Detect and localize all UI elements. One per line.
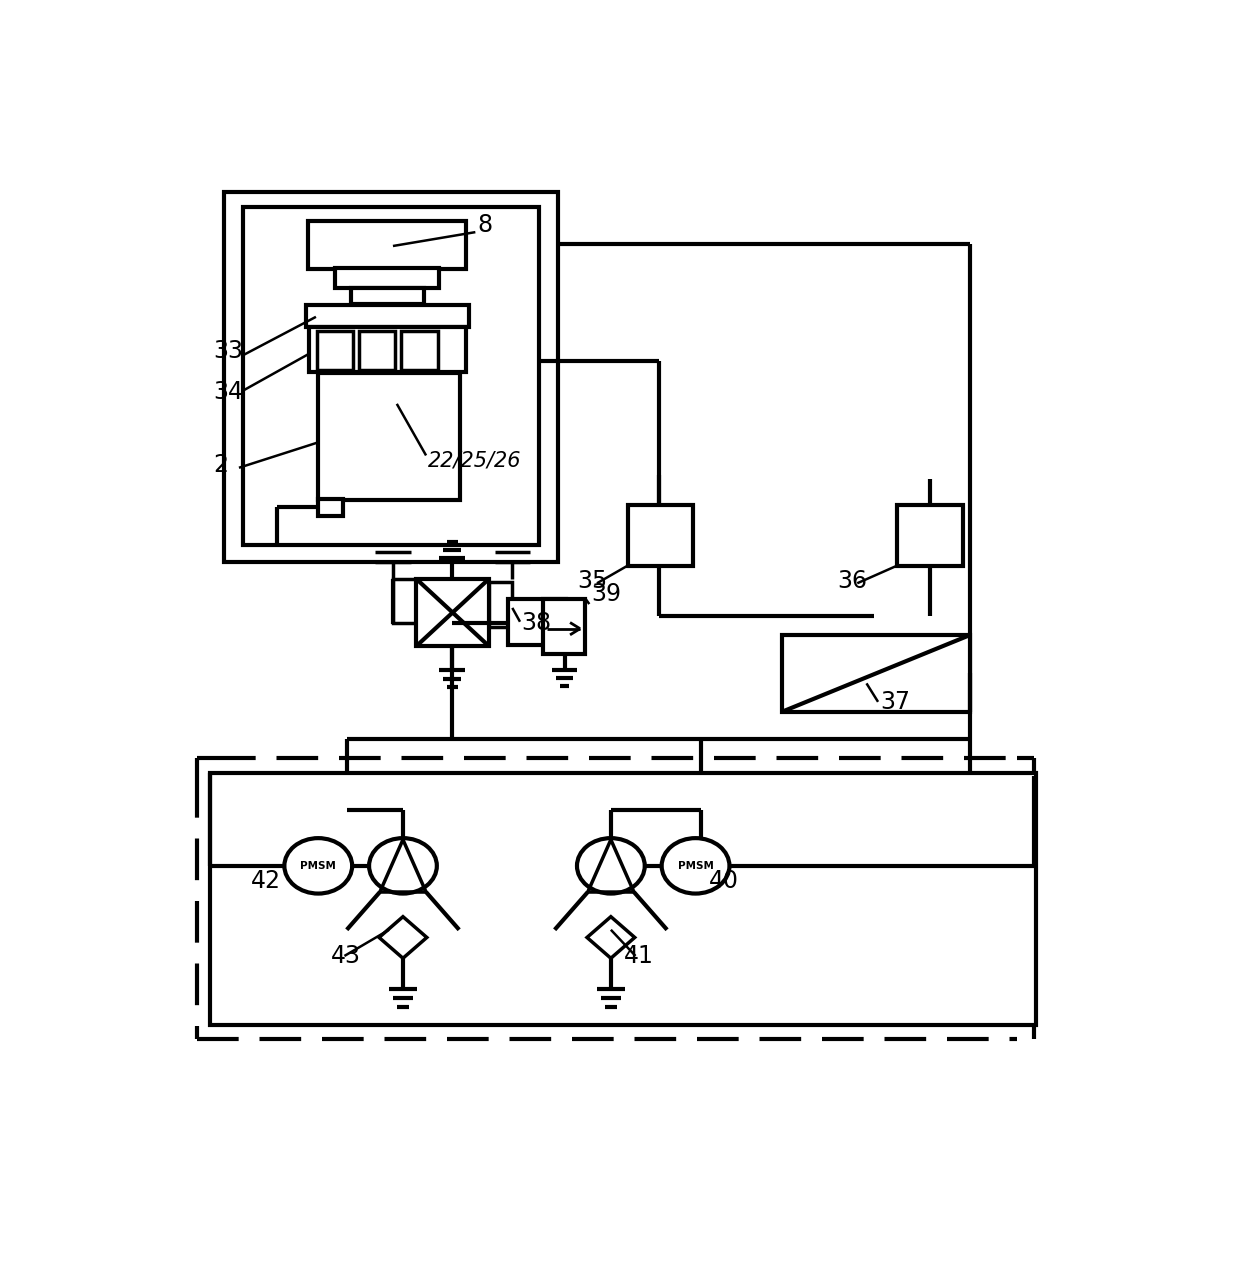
Bar bbox=[781, 635, 971, 712]
Text: 37: 37 bbox=[880, 690, 910, 714]
Bar bbox=[243, 207, 539, 545]
Bar bbox=[508, 599, 567, 645]
Text: PMSM: PMSM bbox=[677, 861, 713, 870]
Text: 43: 43 bbox=[331, 945, 361, 968]
Bar bbox=[417, 579, 490, 646]
Text: 33: 33 bbox=[213, 339, 243, 364]
Text: 36: 36 bbox=[837, 568, 867, 593]
Bar bbox=[335, 269, 439, 288]
Bar bbox=[360, 332, 396, 370]
Text: 38: 38 bbox=[522, 611, 552, 635]
Bar bbox=[316, 332, 353, 370]
Bar bbox=[319, 372, 460, 500]
Bar bbox=[306, 306, 469, 326]
Bar bbox=[898, 506, 962, 566]
Bar bbox=[319, 498, 343, 516]
Text: 39: 39 bbox=[590, 582, 621, 607]
Text: 8: 8 bbox=[477, 212, 492, 237]
Bar bbox=[627, 506, 693, 566]
Text: 41: 41 bbox=[624, 945, 653, 968]
Text: 34: 34 bbox=[213, 380, 243, 404]
Bar bbox=[490, 582, 512, 627]
Text: 42: 42 bbox=[250, 869, 280, 893]
Bar bbox=[393, 579, 417, 623]
Bar bbox=[351, 288, 424, 303]
Bar bbox=[543, 599, 585, 654]
Text: 2: 2 bbox=[213, 453, 228, 477]
Bar bbox=[211, 773, 1035, 1025]
Bar bbox=[309, 326, 466, 371]
Bar bbox=[402, 332, 438, 370]
Bar bbox=[223, 192, 558, 562]
Text: 40: 40 bbox=[708, 869, 739, 893]
Text: PMSM: PMSM bbox=[300, 861, 336, 870]
Text: 22/25/26: 22/25/26 bbox=[428, 451, 521, 471]
Text: 35: 35 bbox=[578, 568, 608, 593]
Bar bbox=[309, 221, 466, 269]
